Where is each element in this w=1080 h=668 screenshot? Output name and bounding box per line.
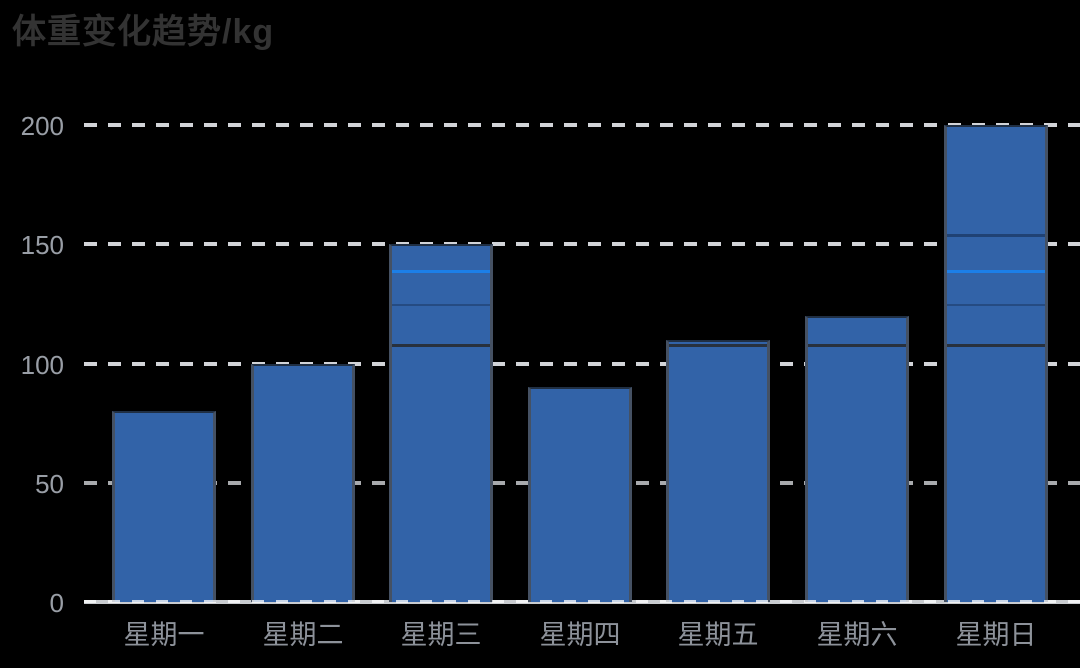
y-axis-tick-label: 0 xyxy=(49,588,64,618)
y-axis-tick-label: 100 xyxy=(20,349,64,380)
reference-line-107 xyxy=(669,344,767,347)
chart-title: 体重变化趋势/kg xyxy=(12,13,275,51)
x-axis-tick-label: 星期一 xyxy=(123,620,205,650)
reference-line-138 xyxy=(947,270,1045,273)
y-axis-tick-label: 200 xyxy=(20,111,64,141)
reference-line-107 xyxy=(947,344,1045,347)
x-axis-tick-label: 星期二 xyxy=(262,620,344,650)
bar-星期四 xyxy=(528,387,632,602)
bar-星期六 xyxy=(805,316,909,602)
gridline-y-150 xyxy=(84,242,1080,247)
x-axis-tick-label: 星期日 xyxy=(955,620,1037,650)
reference-line-107 xyxy=(808,344,906,347)
x-axis-tick-label: 星期六 xyxy=(816,620,898,650)
reference-line-107 xyxy=(392,344,490,347)
reference-line-124 xyxy=(947,304,1045,306)
reference-line-153 xyxy=(947,234,1045,237)
bar-星期五 xyxy=(666,340,770,602)
reference-line-138 xyxy=(392,270,490,273)
bar-星期二 xyxy=(251,364,355,602)
x-axis-line-dashes xyxy=(84,600,1080,603)
x-axis-tick-label: 星期五 xyxy=(677,620,759,650)
gridline-y-100 xyxy=(84,361,1080,366)
y-axis-tick-label: 50 xyxy=(35,468,64,499)
bar-星期日 xyxy=(944,125,1048,602)
bar-星期三 xyxy=(389,244,493,602)
y-axis-tick-label: 150 xyxy=(20,230,64,261)
gridline-y-200 xyxy=(84,123,1080,127)
bar-星期一 xyxy=(112,411,216,602)
reference-line-124 xyxy=(392,304,490,306)
x-axis-tick-label: 星期三 xyxy=(400,620,482,650)
x-axis-tick-label: 星期四 xyxy=(539,620,621,650)
